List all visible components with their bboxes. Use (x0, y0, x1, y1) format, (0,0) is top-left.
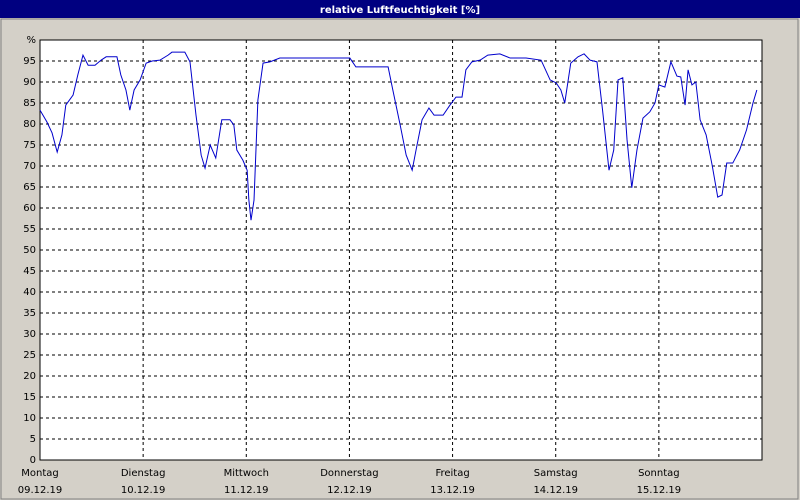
y-tick-label: 75 (23, 140, 36, 151)
x-tick-date: 09.12.19 (18, 485, 63, 496)
y-tick-label: % (26, 35, 36, 46)
x-tick-label: Freitag (435, 468, 469, 479)
x-tick-label: Dienstag (121, 468, 166, 479)
x-tick-date: 10.12.19 (121, 485, 166, 496)
y-tick-label: 0 (30, 455, 36, 466)
y-tick-label: 10 (23, 413, 36, 424)
chart-title: relative Luftfeuchtigkeit [%] (320, 5, 480, 16)
y-tick-label: 15 (23, 392, 36, 403)
x-tick-date: 15.12.19 (637, 485, 682, 496)
x-tick-label: Samstag (534, 468, 578, 479)
y-tick-label: 30 (23, 329, 36, 340)
plot-frame (39, 39, 763, 461)
y-tick-label: 70 (23, 161, 36, 172)
title-bar (0, 0, 800, 18)
y-tick-label: 5 (30, 434, 36, 445)
x-tick-label: Montag (21, 468, 58, 479)
x-tick-label: Sonntag (638, 468, 680, 479)
y-tick-label: 40 (23, 287, 36, 298)
y-tick-label: 85 (23, 98, 36, 109)
y-tick-label: 95 (23, 56, 36, 67)
y-tick-label: 20 (23, 371, 36, 382)
y-tick-label: 90 (23, 77, 36, 88)
y-tick-label: 80 (23, 119, 36, 130)
x-tick-date: 11.12.19 (224, 485, 269, 496)
x-tick-label: Donnerstag (320, 468, 378, 479)
y-tick-label: 60 (23, 203, 36, 214)
data-line (39, 51, 758, 221)
x-tick-date: 14.12.19 (533, 485, 578, 496)
x-tick-date: 12.12.19 (327, 485, 372, 496)
y-tick-label: 35 (23, 308, 36, 319)
y-tick-label: 55 (23, 224, 36, 235)
y-tick-label: 25 (23, 350, 36, 361)
x-tick-label: Mittwoch (224, 468, 269, 479)
y-tick-label: 45 (23, 266, 36, 277)
y-tick-label: 50 (23, 245, 36, 256)
x-tick-date: 13.12.19 (430, 485, 475, 496)
y-tick-label: 65 (23, 182, 36, 193)
